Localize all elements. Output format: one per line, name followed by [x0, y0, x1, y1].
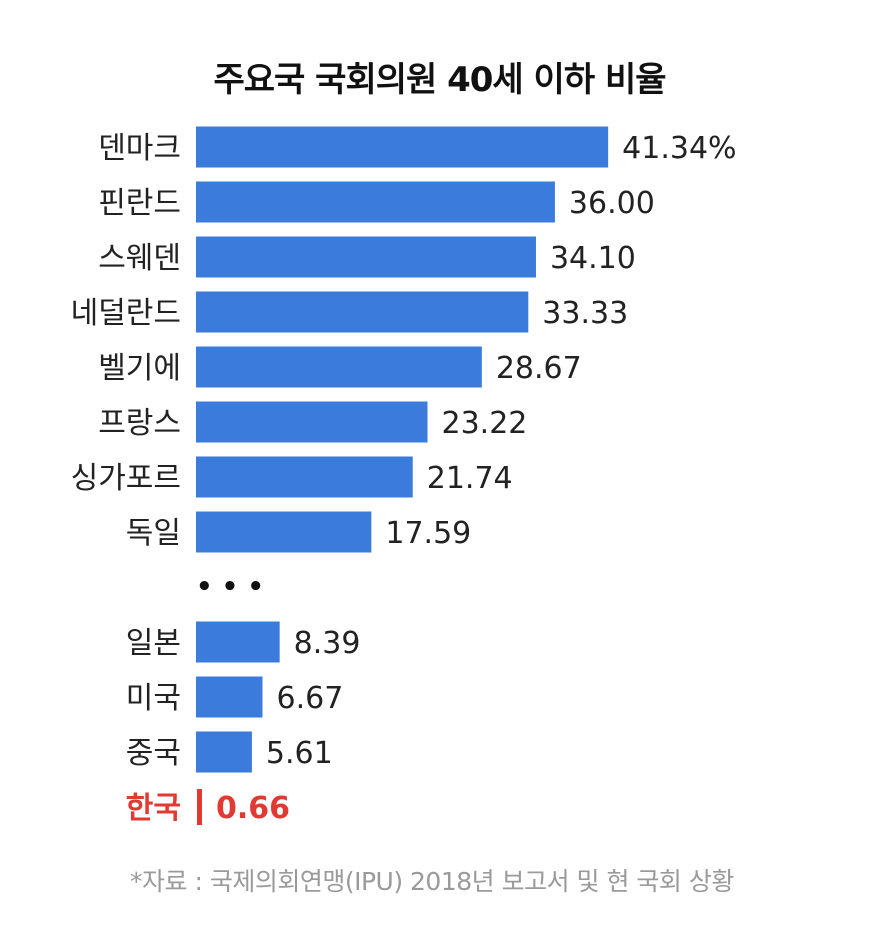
source-note: *자료 : 국제의회연맹(IPU) 2018년 보고서 및 현 국회 상황 [130, 867, 734, 896]
category-label-item-11: 한국 [126, 791, 181, 826]
value-label-item-4: 28.67 [496, 351, 582, 386]
value-label-item-7: 17.59 [385, 516, 471, 551]
value-label-item-0: 41.34% [622, 131, 736, 166]
bar-item-11 [197, 789, 202, 825]
category-label-item-4: 벨기에 [98, 351, 181, 386]
value-label-item-11: 0.66 [216, 791, 290, 826]
bar-item-5 [196, 401, 428, 443]
category-label-item-5: 프랑스 [98, 406, 181, 441]
bar-item-1 [196, 181, 555, 223]
value-label-item-1: 36.00 [569, 186, 655, 221]
bar-item-3 [196, 291, 529, 333]
bar-item-0 [196, 126, 609, 168]
bar-item-2 [196, 236, 536, 278]
bar-item-9 [196, 676, 263, 718]
bar-item-6 [196, 456, 413, 498]
gap-ellipsis: • • • [196, 572, 264, 602]
category-label-item-3: 네덜란드 [71, 296, 181, 331]
category-label-item-2: 스웨덴 [98, 241, 181, 276]
category-label-item-9: 미국 [126, 681, 181, 716]
bar-item-4 [196, 346, 482, 388]
category-label-item-10: 중국 [126, 736, 181, 771]
value-label-item-10: 5.61 [266, 736, 333, 771]
value-label-item-9: 6.67 [276, 681, 343, 716]
bar-item-8 [196, 621, 280, 663]
value-label-item-5: 23.22 [442, 406, 528, 441]
category-label-item-8: 일본 [126, 626, 181, 661]
value-label-item-2: 34.10 [550, 241, 636, 276]
category-label-item-6: 싱가포르 [71, 461, 181, 496]
chart-title: 주요국 국회의원 40세 이하 비율 [213, 60, 666, 100]
value-label-item-8: 8.39 [294, 626, 361, 661]
category-label-item-7: 독일 [126, 516, 181, 551]
category-label-item-0: 덴마크 [98, 131, 181, 166]
bar-item-7 [196, 511, 372, 553]
bar-item-10 [196, 731, 252, 773]
value-label-item-3: 33.33 [542, 296, 628, 331]
category-label-item-1: 핀란드 [98, 186, 181, 221]
value-label-item-6: 21.74 [427, 461, 513, 496]
